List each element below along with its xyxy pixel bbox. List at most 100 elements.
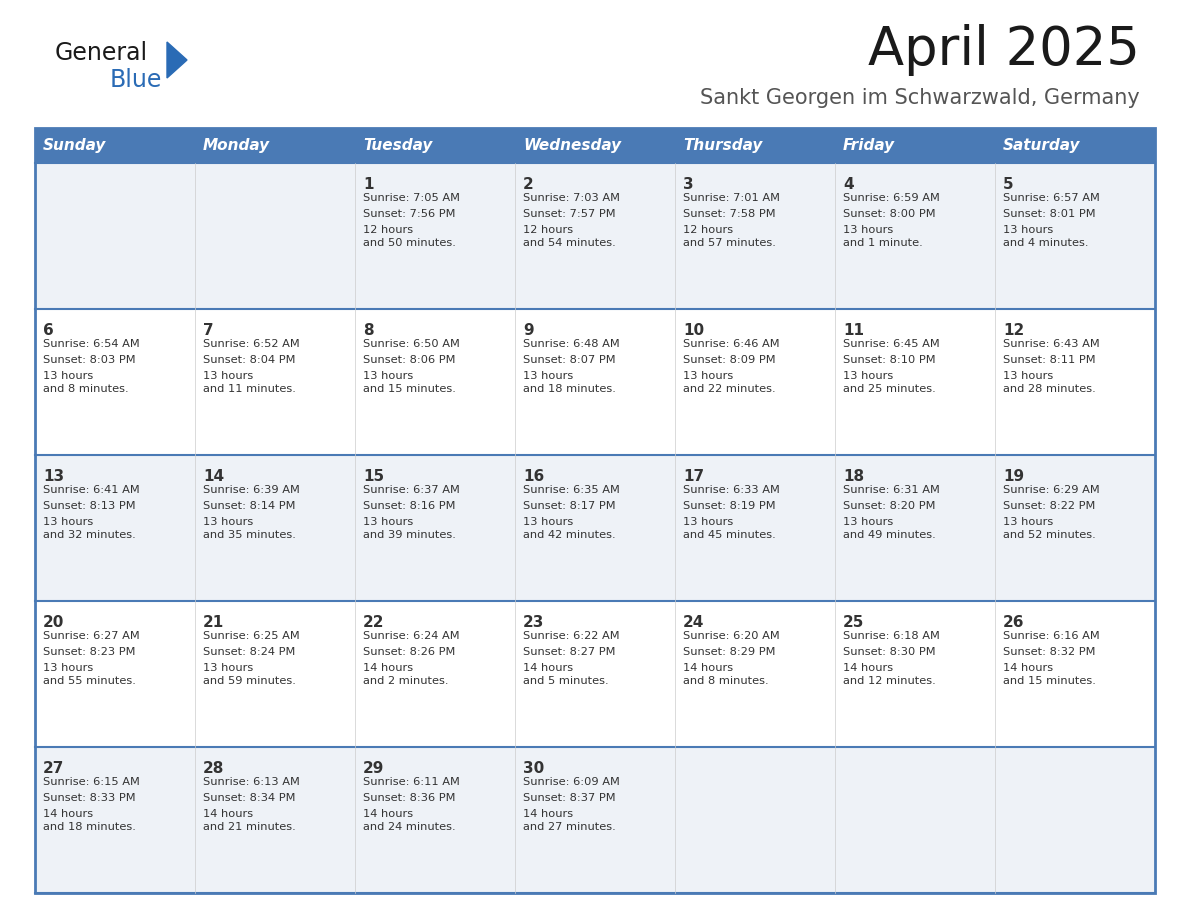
Text: 13 hours
and 18 minutes.: 13 hours and 18 minutes.: [523, 371, 615, 394]
Text: 13 hours
and 45 minutes.: 13 hours and 45 minutes.: [683, 517, 776, 540]
Text: Sunrise: 6:50 AM: Sunrise: 6:50 AM: [364, 339, 460, 349]
Text: Sankt Georgen im Schwarzwald, Germany: Sankt Georgen im Schwarzwald, Germany: [700, 88, 1140, 108]
Text: Sunrise: 6:31 AM: Sunrise: 6:31 AM: [843, 485, 940, 495]
Text: 13 hours
and 39 minutes.: 13 hours and 39 minutes.: [364, 517, 456, 540]
Text: 13 hours
and 8 minutes.: 13 hours and 8 minutes.: [43, 371, 128, 394]
Bar: [34, 128, 1155, 893]
Text: 14 hours
and 12 minutes.: 14 hours and 12 minutes.: [843, 663, 936, 686]
Text: 11: 11: [843, 323, 864, 338]
Text: Sunset: 8:33 PM: Sunset: 8:33 PM: [43, 793, 135, 803]
Text: Sunset: 8:03 PM: Sunset: 8:03 PM: [43, 355, 135, 365]
Text: 7: 7: [203, 323, 214, 338]
Text: Sunset: 8:04 PM: Sunset: 8:04 PM: [203, 355, 296, 365]
Text: Sunrise: 6:33 AM: Sunrise: 6:33 AM: [683, 485, 779, 495]
Text: Sunset: 8:26 PM: Sunset: 8:26 PM: [364, 647, 455, 657]
Text: 21: 21: [203, 615, 225, 630]
Text: 13 hours
and 4 minutes.: 13 hours and 4 minutes.: [1003, 225, 1088, 248]
Text: Sunrise: 6:59 AM: Sunrise: 6:59 AM: [843, 193, 940, 203]
Text: Sunset: 8:06 PM: Sunset: 8:06 PM: [364, 355, 455, 365]
Text: Sunrise: 6:35 AM: Sunrise: 6:35 AM: [523, 485, 620, 495]
Text: Sunrise: 6:09 AM: Sunrise: 6:09 AM: [523, 777, 620, 787]
Text: Sunday: Sunday: [43, 138, 107, 153]
Text: 18: 18: [843, 469, 864, 484]
Text: Sunset: 8:10 PM: Sunset: 8:10 PM: [843, 355, 936, 365]
Text: 4: 4: [843, 177, 854, 192]
Text: 13 hours
and 15 minutes.: 13 hours and 15 minutes.: [364, 371, 456, 394]
Text: 13 hours
and 49 minutes.: 13 hours and 49 minutes.: [843, 517, 936, 540]
Bar: [34, 128, 1155, 163]
Text: Sunset: 8:14 PM: Sunset: 8:14 PM: [203, 501, 296, 511]
Text: 14 hours
and 8 minutes.: 14 hours and 8 minutes.: [683, 663, 769, 686]
Bar: [34, 309, 1155, 455]
Text: Sunset: 8:11 PM: Sunset: 8:11 PM: [1003, 355, 1095, 365]
Text: 13 hours
and 42 minutes.: 13 hours and 42 minutes.: [523, 517, 615, 540]
Text: 8: 8: [364, 323, 373, 338]
Text: 5: 5: [1003, 177, 1013, 192]
Text: 13 hours
and 28 minutes.: 13 hours and 28 minutes.: [1003, 371, 1095, 394]
Text: Saturday: Saturday: [1003, 138, 1081, 153]
Text: 13 hours
and 59 minutes.: 13 hours and 59 minutes.: [203, 663, 296, 686]
Text: Sunset: 8:23 PM: Sunset: 8:23 PM: [43, 647, 135, 657]
Text: 22: 22: [364, 615, 385, 630]
Text: 13 hours
and 1 minute.: 13 hours and 1 minute.: [843, 225, 923, 248]
Text: Sunrise: 6:22 AM: Sunrise: 6:22 AM: [523, 631, 620, 641]
Text: Blue: Blue: [110, 68, 163, 92]
Text: 14 hours
and 5 minutes.: 14 hours and 5 minutes.: [523, 663, 608, 686]
Text: 12: 12: [1003, 323, 1024, 338]
Text: 1: 1: [364, 177, 373, 192]
Text: Sunrise: 6:57 AM: Sunrise: 6:57 AM: [1003, 193, 1100, 203]
Text: 9: 9: [523, 323, 533, 338]
Text: Friday: Friday: [843, 138, 895, 153]
Text: Monday: Monday: [203, 138, 270, 153]
Text: 20: 20: [43, 615, 64, 630]
Text: Sunrise: 7:01 AM: Sunrise: 7:01 AM: [683, 193, 781, 203]
Text: April 2025: April 2025: [868, 24, 1140, 76]
Text: 30: 30: [523, 761, 544, 776]
Text: Sunrise: 6:41 AM: Sunrise: 6:41 AM: [43, 485, 140, 495]
Text: 10: 10: [683, 323, 704, 338]
Text: Sunrise: 6:27 AM: Sunrise: 6:27 AM: [43, 631, 140, 641]
Polygon shape: [168, 42, 187, 78]
Bar: [34, 455, 1155, 601]
Bar: [34, 747, 1155, 893]
Text: 14: 14: [203, 469, 225, 484]
Text: 25: 25: [843, 615, 865, 630]
Text: Sunset: 8:00 PM: Sunset: 8:00 PM: [843, 209, 936, 219]
Text: Sunset: 8:29 PM: Sunset: 8:29 PM: [683, 647, 776, 657]
Text: 6: 6: [43, 323, 53, 338]
Text: Sunrise: 6:25 AM: Sunrise: 6:25 AM: [203, 631, 299, 641]
Bar: [34, 601, 1155, 747]
Text: Sunrise: 6:29 AM: Sunrise: 6:29 AM: [1003, 485, 1100, 495]
Text: Sunset: 8:27 PM: Sunset: 8:27 PM: [523, 647, 615, 657]
Text: 15: 15: [364, 469, 384, 484]
Text: 24: 24: [683, 615, 704, 630]
Text: Sunrise: 6:39 AM: Sunrise: 6:39 AM: [203, 485, 299, 495]
Text: 13 hours
and 52 minutes.: 13 hours and 52 minutes.: [1003, 517, 1095, 540]
Text: Sunset: 8:01 PM: Sunset: 8:01 PM: [1003, 209, 1095, 219]
Text: 12 hours
and 54 minutes.: 12 hours and 54 minutes.: [523, 225, 615, 248]
Text: 13 hours
and 11 minutes.: 13 hours and 11 minutes.: [203, 371, 296, 394]
Text: Sunset: 8:17 PM: Sunset: 8:17 PM: [523, 501, 615, 511]
Text: Sunrise: 6:46 AM: Sunrise: 6:46 AM: [683, 339, 779, 349]
Text: Sunset: 8:07 PM: Sunset: 8:07 PM: [523, 355, 615, 365]
Text: Sunset: 8:22 PM: Sunset: 8:22 PM: [1003, 501, 1095, 511]
Text: Sunrise: 6:54 AM: Sunrise: 6:54 AM: [43, 339, 140, 349]
Text: 13 hours
and 35 minutes.: 13 hours and 35 minutes.: [203, 517, 296, 540]
Text: Sunset: 8:20 PM: Sunset: 8:20 PM: [843, 501, 935, 511]
Text: 28: 28: [203, 761, 225, 776]
Text: Sunrise: 6:52 AM: Sunrise: 6:52 AM: [203, 339, 299, 349]
Text: Sunrise: 6:43 AM: Sunrise: 6:43 AM: [1003, 339, 1100, 349]
Text: 23: 23: [523, 615, 544, 630]
Text: Sunset: 8:30 PM: Sunset: 8:30 PM: [843, 647, 936, 657]
Text: Sunrise: 6:37 AM: Sunrise: 6:37 AM: [364, 485, 460, 495]
Text: 3: 3: [683, 177, 694, 192]
Text: General: General: [55, 41, 148, 65]
Text: Sunset: 8:13 PM: Sunset: 8:13 PM: [43, 501, 135, 511]
Text: Sunset: 8:16 PM: Sunset: 8:16 PM: [364, 501, 455, 511]
Text: 26: 26: [1003, 615, 1024, 630]
Text: Sunset: 7:58 PM: Sunset: 7:58 PM: [683, 209, 776, 219]
Text: 14 hours
and 2 minutes.: 14 hours and 2 minutes.: [364, 663, 449, 686]
Text: 13 hours
and 22 minutes.: 13 hours and 22 minutes.: [683, 371, 776, 394]
Text: Sunset: 8:24 PM: Sunset: 8:24 PM: [203, 647, 296, 657]
Text: 14 hours
and 18 minutes.: 14 hours and 18 minutes.: [43, 809, 135, 833]
